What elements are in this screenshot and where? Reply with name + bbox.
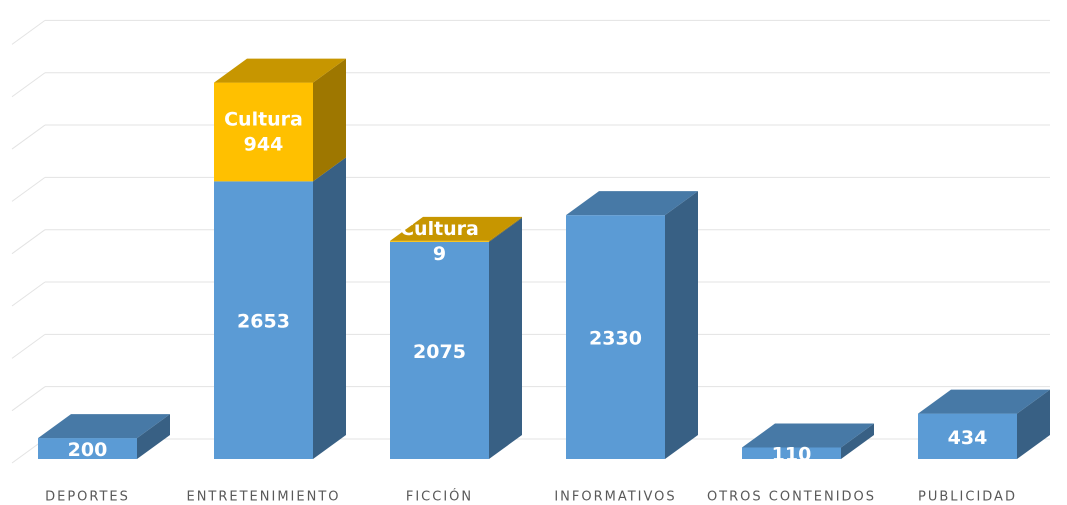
x-tick-label: DEPORTES: [45, 490, 130, 505]
data-label: 2653: [237, 311, 290, 333]
bar-top: [566, 191, 698, 216]
bar: [214, 82, 313, 182]
grid-floor-line: [11, 281, 46, 307]
bar-top: [390, 216, 522, 241]
x-tick-label: OTROS CONTENIDOS: [707, 490, 876, 505]
bar: [390, 241, 489, 459]
x-tick-label: INFORMATIVOS: [554, 490, 676, 505]
grid-floor-line: [11, 72, 46, 98]
bar-side: [489, 216, 522, 242]
bar-side: [1017, 389, 1050, 459]
x-tick-label: PUBLICIDAD: [918, 490, 1017, 505]
bar: [918, 413, 1017, 459]
bar: [566, 215, 665, 459]
data-label: 944: [244, 133, 284, 155]
data-label: 434: [948, 427, 988, 449]
grid-floor-line: [11, 229, 46, 255]
bar-top: [214, 58, 346, 83]
data-label-name: Cultura: [224, 108, 303, 130]
data-label: 110: [772, 444, 812, 466]
grid-floor-line: [11, 333, 46, 359]
grid-floor-line: [11, 124, 46, 150]
bar-side: [841, 423, 874, 459]
grid-floor-line: [11, 19, 46, 45]
bar-side: [313, 157, 346, 459]
data-label-name: Cultura: [400, 218, 479, 240]
data-label: 2075: [413, 341, 466, 363]
bar: [214, 181, 313, 459]
data-label: 9: [433, 243, 446, 265]
bar-side: [665, 191, 698, 460]
bar: [742, 447, 841, 459]
x-tick-label: ENTRETENIMIENTO: [186, 490, 340, 505]
bar-side: [137, 414, 170, 459]
grid-floor-line: [11, 176, 46, 202]
data-label: 2330: [589, 328, 642, 350]
bar-top: [918, 389, 1050, 414]
bar: [38, 438, 137, 459]
data-label: 200: [68, 439, 108, 461]
bar-top: [742, 423, 874, 448]
x-tick-label: FICCIÓN: [406, 489, 473, 505]
bar-side: [489, 217, 522, 459]
bar-side: [313, 58, 346, 182]
bar: [390, 240, 489, 242]
bar-top: [38, 414, 170, 439]
grid-floor-line: [11, 386, 46, 412]
